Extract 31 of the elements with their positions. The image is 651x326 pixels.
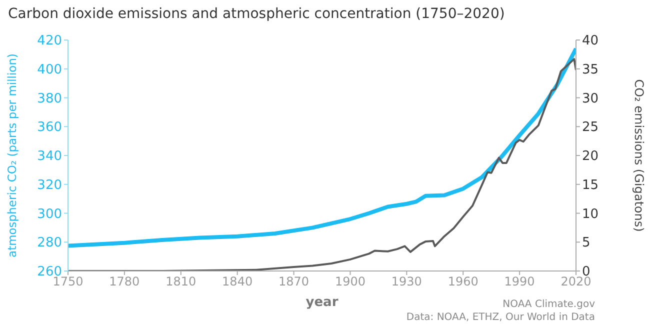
x-tick-label: 1930 — [391, 274, 422, 289]
line-series — [68, 46, 576, 248]
x-tick-label: 1840 — [222, 274, 253, 289]
x-axis-title: year — [306, 295, 339, 310]
text: NOAA Climate.gov — [502, 298, 595, 311]
y2-tick-label: 40 — [582, 34, 599, 49]
y2-tick-label: 35 — [582, 62, 599, 78]
y2-tick-label: 30 — [582, 91, 599, 106]
y-axis-title: atmospheric CO₂ (parts per million) — [5, 54, 20, 258]
y-tick-label: 320 — [37, 178, 62, 193]
y2-tick-label: 15 — [582, 178, 599, 193]
y-tick-label: 280 — [37, 236, 62, 251]
y2-tick-label: 20 — [582, 149, 599, 164]
y-tick-label: 340 — [37, 149, 62, 164]
x-tick-label: 1960 — [448, 274, 478, 289]
text: Data: NOAA, ETHZ, Our World in Data — [406, 311, 595, 324]
y2-axis-title: CO₂ emissions (Gigatons) — [632, 79, 646, 232]
x-tick-label: 1870 — [278, 274, 310, 289]
x-tick-label: 1990 — [504, 274, 535, 289]
y-tick-label: 360 — [37, 120, 62, 136]
chart-title: Carbon dioxide emissions and atmospheric concentration (1750–2020) — [8, 6, 505, 22]
x-tick-label: 1900 — [334, 274, 366, 289]
y2-tick-label: 25 — [582, 120, 599, 136]
y2-tick-label: 10 — [582, 206, 599, 222]
y-tick-label: 420 — [37, 34, 62, 49]
y-tick-label: 380 — [37, 91, 62, 106]
y2-tick-label: 5 — [582, 236, 590, 251]
y-tick-label: 300 — [37, 206, 62, 222]
x-tick-label: 1780 — [109, 274, 140, 289]
x-tick-label: 1810 — [166, 274, 196, 289]
y-tick-label: 400 — [37, 62, 62, 78]
